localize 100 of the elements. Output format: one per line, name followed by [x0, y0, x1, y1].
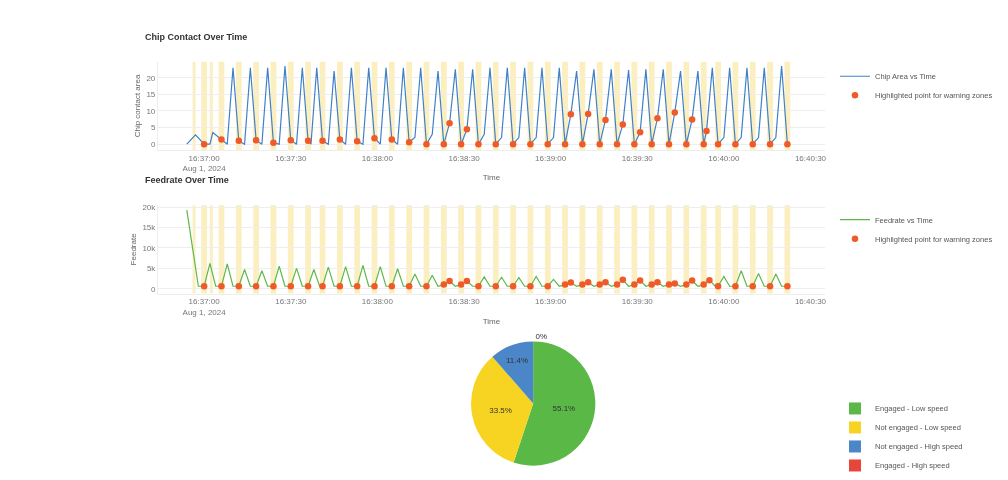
- x-tick-label: 16:37:00 Aug 1, 2024: [182, 153, 227, 174]
- point: [371, 282, 378, 290]
- point: [700, 281, 707, 288]
- point: [749, 282, 756, 290]
- point: [602, 116, 609, 124]
- point: [648, 140, 655, 148]
- point: [703, 127, 710, 135]
- point: [631, 140, 638, 148]
- point: [561, 281, 569, 288]
- point: [766, 282, 774, 290]
- point: [683, 140, 690, 148]
- point: [423, 282, 430, 290]
- point: [561, 140, 569, 148]
- x-tick-label: 16:40:30: [794, 153, 827, 163]
- x-tick-label: 16:37:30: [275, 297, 307, 307]
- y-tick-label: 10k: [142, 243, 157, 253]
- point: [336, 136, 344, 143]
- point: [714, 282, 722, 290]
- y-tick-label: 5: [150, 123, 156, 133]
- point: [544, 140, 551, 148]
- point: [218, 136, 225, 143]
- point: [688, 277, 696, 284]
- point: [602, 278, 609, 286]
- point: [200, 282, 208, 290]
- point: [567, 111, 575, 118]
- point: [665, 140, 673, 148]
- point: [544, 282, 551, 290]
- x-tick-label: 16:37:00 Aug 1, 2024: [182, 297, 227, 317]
- point: [636, 277, 644, 284]
- point: [631, 281, 638, 288]
- y-tick-label: 15k: [142, 223, 157, 233]
- x-tick-label: 16:38:30: [448, 153, 481, 163]
- point: [463, 277, 471, 285]
- point: [636, 128, 644, 136]
- point: [252, 282, 260, 290]
- x-axis-title: Time: [482, 316, 501, 326]
- point: [509, 282, 517, 290]
- point: [235, 282, 243, 290]
- x-tick-label: 16:39:30: [621, 297, 654, 307]
- x-tick-label: 16:39:30: [621, 153, 654, 163]
- point: [784, 140, 791, 148]
- y-tick-label: 20k: [142, 202, 157, 212]
- point: [287, 136, 295, 144]
- point: [304, 282, 312, 290]
- pie-slice: [492, 341, 534, 404]
- point: [446, 277, 453, 285]
- point: [527, 140, 534, 148]
- point: [388, 282, 396, 290]
- point: [492, 282, 500, 290]
- point: [509, 140, 517, 148]
- point: [304, 137, 312, 145]
- x-tick-label: 16:38:00: [361, 297, 394, 307]
- point: [579, 281, 586, 288]
- point: [567, 279, 575, 286]
- point: [665, 281, 673, 288]
- point: [457, 140, 465, 148]
- y-tick-label: 0: [150, 140, 156, 149]
- point: [527, 282, 534, 290]
- y-tick-label: 5k: [146, 264, 157, 274]
- point: [613, 140, 621, 148]
- point: [336, 282, 344, 290]
- point: [440, 281, 448, 288]
- point: [613, 281, 621, 288]
- point: [457, 281, 465, 288]
- point: [683, 281, 690, 288]
- point: [353, 282, 361, 290]
- point: [596, 281, 603, 288]
- point: [463, 125, 471, 133]
- point: [671, 109, 679, 116]
- x-tick-label: 16:40:00: [708, 153, 740, 163]
- point: [252, 136, 260, 144]
- point: [475, 282, 482, 290]
- point: [319, 282, 326, 290]
- y-axis-title: Feedrate: [129, 232, 139, 266]
- point: [405, 138, 413, 146]
- point: [749, 140, 756, 148]
- point: [353, 137, 361, 145]
- point: [732, 140, 739, 148]
- chart-title: Feedrate Over Time: [145, 175, 229, 185]
- point: [440, 140, 448, 148]
- point: [648, 281, 655, 288]
- y-tick-label: 15: [146, 90, 156, 100]
- x-tick-label: 16:40:30: [794, 297, 827, 307]
- chart-title: Chip Contact Over Time: [145, 32, 248, 42]
- x-axis-title: Time: [482, 173, 501, 183]
- point: [688, 116, 696, 123]
- x-tick-label: 16:38:00: [361, 153, 394, 163]
- point: [654, 115, 661, 122]
- data-label: 55.1%: [552, 403, 576, 413]
- x-tick-label: 16:40:00: [708, 297, 740, 307]
- pie-slice: [471, 356, 534, 463]
- y-tick-label: 10: [146, 106, 156, 116]
- point: [654, 278, 661, 286]
- point: [766, 140, 774, 148]
- point: [584, 110, 592, 118]
- point: [579, 140, 586, 148]
- point: [706, 276, 713, 284]
- point: [784, 282, 791, 290]
- point: [475, 140, 482, 148]
- point: [596, 140, 603, 148]
